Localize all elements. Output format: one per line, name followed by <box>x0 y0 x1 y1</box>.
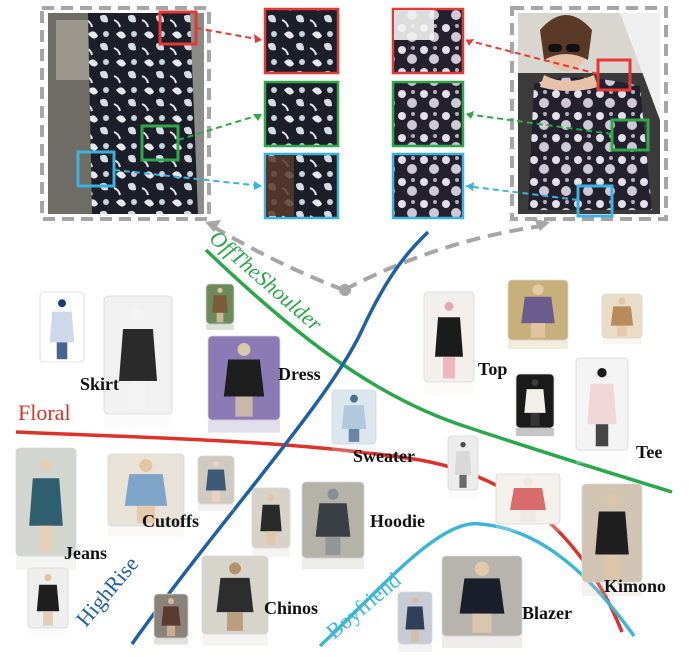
clothing-photo-woman-hoodie <box>301 481 365 570</box>
clothing-photo-sweater-on-hanger <box>331 389 377 453</box>
attribute-label-floral: Floral <box>18 400 71 425</box>
patch-right-green <box>391 80 465 148</box>
clothing-photo-woman-floral-off-shoulder-top <box>423 291 475 396</box>
category-label-blazer: Blazer <box>522 603 572 623</box>
off-shoulder-boundary-curve <box>204 248 673 494</box>
right-red-box <box>596 58 632 92</box>
category-label-chinos: Chinos <box>264 598 318 618</box>
left-dashed-frame <box>40 6 211 221</box>
clothing-photo-woman-floral-kimono <box>581 483 643 596</box>
right-cyan-box <box>576 184 614 218</box>
clothing-photo-woman-white-floral-off-shoulder-top <box>575 357 629 464</box>
hub-arrowhead-left <box>205 220 221 232</box>
category-label-top: Top <box>478 359 507 379</box>
patch-arrowheads <box>253 34 474 191</box>
clothing-photo-man-chinos <box>201 555 269 646</box>
clothing-photo-woman-floral-top-yellow-bus <box>507 279 569 349</box>
category-label-sweater: Sweater <box>353 446 415 466</box>
floral-boundary-curve <box>15 430 624 633</box>
hub-dot-icon <box>339 284 351 296</box>
attribute-label-boyfriend: Boyfriend <box>321 567 405 643</box>
patch-column-left <box>263 7 340 220</box>
attribute-label-high-rise: HighRise <box>71 551 144 631</box>
clothing-photos <box>15 279 643 652</box>
category-label-dress: Dress <box>278 364 321 384</box>
clothing-photo-man-white-sweater <box>447 435 479 499</box>
category-label-hoodie: Hoodie <box>370 511 425 531</box>
clothing-photo-woman-jeans-jacket <box>397 591 433 652</box>
left-cyan-box <box>76 150 116 188</box>
clothing-photo-woman-black-shorts <box>27 567 69 637</box>
clothing-photo-woman-blazer-grey-background <box>441 555 523 648</box>
clothing-photo-white-floral-dress <box>39 291 85 373</box>
right-off-shoulder-dress <box>528 77 652 210</box>
clothing-photo-man-scarf <box>153 593 189 645</box>
clothing-photo-small-figure-top-right <box>601 293 643 345</box>
clothing-photo-denim-cutoffs <box>107 453 185 537</box>
hub-links <box>210 224 543 292</box>
clothing-photo-floral-sweater-detail <box>495 473 561 532</box>
category-label-cutoffs: Cutoffs <box>142 511 199 531</box>
right-green-box <box>610 118 650 152</box>
high-rise-boundary-curve <box>130 230 430 646</box>
patch-left-red <box>263 7 340 75</box>
right-dashed-frame <box>510 6 668 221</box>
clothing-photo-woman-white-top-floral-skirt <box>103 295 173 428</box>
clothing-photo-woman-street-jeans <box>197 455 235 512</box>
patch-left-green <box>263 80 340 148</box>
clothing-photo-small-figure-top-center <box>205 283 235 330</box>
patch-right-cyan <box>391 152 465 220</box>
patch-link-arrows <box>113 27 613 201</box>
hub-arrowhead-right <box>534 219 550 231</box>
clothing-photo-woman-high-rise-jeans <box>15 447 77 570</box>
clothing-photo-woman-dark-dress <box>515 373 555 437</box>
category-label-skirt: Skirt <box>80 374 119 394</box>
category-label-kimono: Kimono <box>604 576 666 596</box>
clothing-photo-woman-purple-background-dress <box>207 335 281 433</box>
clothing-photo-woman-wide-pants <box>251 487 291 557</box>
category-label-jeans: Jeans <box>64 543 107 563</box>
left-green-box <box>140 124 180 162</box>
category-label-tee: Tee <box>636 442 662 462</box>
patch-column-right <box>391 7 465 220</box>
